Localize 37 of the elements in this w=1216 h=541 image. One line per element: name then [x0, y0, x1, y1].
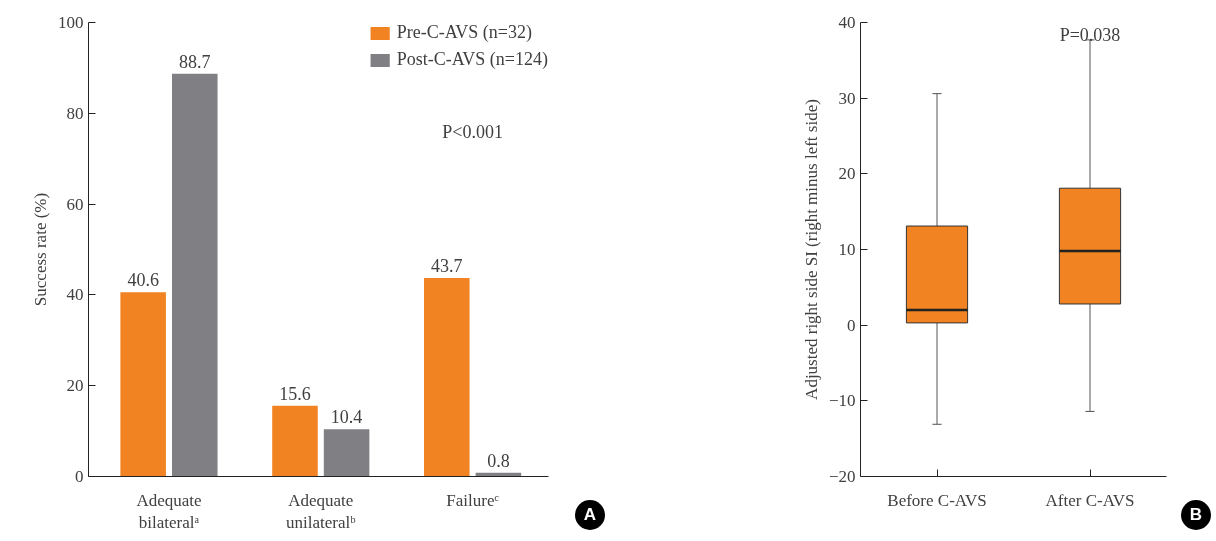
bar	[172, 73, 218, 477]
bar	[120, 292, 166, 477]
bar	[272, 405, 318, 477]
y-tick-label: 40	[838, 13, 856, 32]
x-tick-label: Before C-AVS	[887, 490, 987, 510]
data-label: 10.4	[330, 407, 363, 428]
legend-label: Post-C-AVS (n=124)	[396, 49, 548, 70]
y-tick-label: −10	[828, 391, 856, 411]
bar	[424, 278, 470, 477]
annotation: P<0.001	[442, 122, 503, 143]
y-axis-title: Success rate (%)	[31, 192, 50, 307]
y-tick-label: 10	[838, 240, 856, 259]
x-tick-label: Adequate bilateralᵃ	[136, 490, 202, 533]
data-label: 40.6	[127, 270, 159, 291]
y-tick-label: 40	[66, 285, 84, 305]
y-tick-label: 20	[66, 376, 84, 396]
y-tick-label: 80	[66, 103, 84, 123]
x-tick-label: Failureᶜ	[446, 490, 500, 510]
bar	[323, 429, 370, 477]
y-tick-label: 20	[838, 164, 856, 184]
y-tick-label: 0	[847, 315, 856, 335]
text: A	[583, 504, 597, 526]
text: B	[1189, 504, 1203, 526]
annotation: P=0.038	[1059, 24, 1121, 45]
y-axis-title: Adjusted right side SI (right minus left side)	[801, 99, 821, 400]
data-label: 0.8	[487, 450, 510, 471]
x-tick-label: After C-AVS	[1045, 490, 1135, 510]
data-label: 88.7	[179, 51, 211, 72]
legend-label: Pre-C-AVS (n=32)	[396, 22, 532, 43]
data-label: 43.7	[431, 256, 463, 277]
y-tick-label: 60	[66, 194, 84, 214]
x-tick-label: Adequate unilateralᵇ	[286, 490, 356, 533]
data-label: 15.6	[279, 383, 311, 404]
y-tick-label: 30	[838, 88, 856, 108]
y-tick-label: −20	[828, 467, 856, 486]
y-tick-label: 0	[75, 467, 84, 486]
y-tick-label: 100	[58, 13, 84, 32]
